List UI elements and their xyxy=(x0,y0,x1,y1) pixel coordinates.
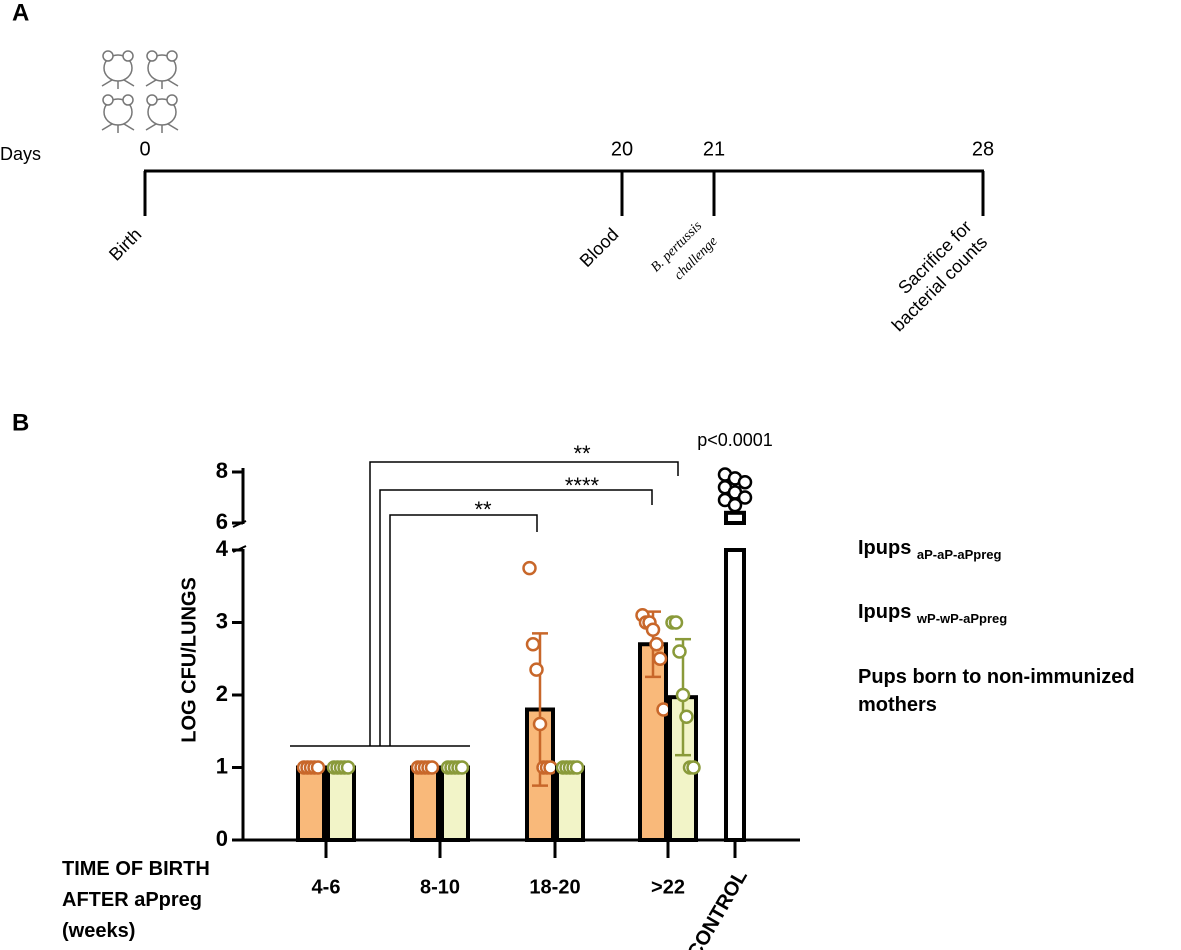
data-point xyxy=(522,560,537,576)
data-point xyxy=(737,490,753,505)
legend-name: Ipups xyxy=(858,601,912,623)
data-point xyxy=(686,760,701,775)
x-axis-label: TIME OF BIRTH AFTER aPpreg (weeks) xyxy=(62,858,210,942)
panel-label: B xyxy=(12,409,29,436)
x-axis-label-line: AFTER aPpreg xyxy=(62,889,202,911)
event-label-line: Blood xyxy=(575,224,622,271)
bar-part xyxy=(724,548,746,842)
data-point xyxy=(569,760,585,775)
x-tick-label: >22 xyxy=(651,876,685,898)
panel-label: A xyxy=(12,0,29,26)
significance: **** xyxy=(565,473,600,498)
bar xyxy=(296,765,326,842)
x-axis-label-line: TIME OF BIRTH xyxy=(62,858,210,880)
data-point xyxy=(672,644,687,659)
days-label: Days xyxy=(0,144,41,164)
y-axis-label: LOG CFU/LUNGS xyxy=(178,577,200,743)
data-point xyxy=(737,474,753,490)
data-point xyxy=(543,760,558,775)
day-label: 0 xyxy=(139,138,150,160)
y-tick-label: 8 xyxy=(216,458,228,483)
event-label: B. pertussischallenge xyxy=(649,218,722,291)
data-point xyxy=(424,760,440,775)
y-tick-label: 3 xyxy=(216,608,228,633)
y-tick-label: 1 xyxy=(216,753,228,778)
data-point xyxy=(668,615,684,630)
y-tick-label: 4 xyxy=(216,536,229,561)
data-point xyxy=(525,637,541,652)
data-point xyxy=(454,760,470,775)
data-point xyxy=(652,651,668,666)
bar xyxy=(638,642,668,842)
event-label: Birth xyxy=(105,224,145,264)
event-label: Sacrifice forbacterial counts xyxy=(872,216,991,335)
y-tick-label: 6 xyxy=(216,509,228,534)
bar xyxy=(326,765,356,842)
annotation: p<0.0001 xyxy=(697,430,773,450)
y-tick-label: 0 xyxy=(216,826,228,851)
error-bar xyxy=(532,632,548,787)
x-tick-label: 8-10 xyxy=(420,876,460,898)
legend-label: Ipups aP-aP-aPpreg xyxy=(858,534,1181,569)
day-label: 20 xyxy=(611,138,633,160)
day-label: 28 xyxy=(972,138,994,160)
day-label: 21 xyxy=(703,138,725,160)
data-point xyxy=(727,497,743,513)
bar xyxy=(724,510,746,842)
data-point xyxy=(529,662,544,677)
event-label-line: Birth xyxy=(105,224,145,264)
event-label: Blood xyxy=(575,224,622,271)
mice xyxy=(101,50,179,133)
legend-sub: aP-aP-aPpreg xyxy=(916,547,1002,562)
legend-label: Ipups wP-wP-aPpreg xyxy=(858,598,1181,633)
x-tick-label: 4-6 xyxy=(312,876,341,898)
bar xyxy=(555,765,585,842)
brackets xyxy=(290,461,679,747)
bar xyxy=(410,765,440,842)
data-point xyxy=(532,716,548,732)
x-tick-label: CONTROL xyxy=(683,866,751,950)
y-tick-label: 2 xyxy=(216,681,228,706)
bar-part xyxy=(724,510,746,525)
data-point xyxy=(656,702,671,717)
legend-label: Pups born to non-immunized mothers xyxy=(858,663,1181,719)
x-axis-label-line: (weeks) xyxy=(62,920,135,942)
data-point xyxy=(675,687,691,703)
data-point xyxy=(645,622,661,637)
legend-sub: wP-wP-aPpreg xyxy=(916,611,1008,626)
data-point xyxy=(679,709,694,724)
legend-name: Ipups xyxy=(858,537,912,559)
significance: ** xyxy=(474,497,492,522)
bar xyxy=(440,765,470,842)
data-point xyxy=(649,637,664,652)
legend-name: Pups born to non-immunized mothers xyxy=(858,666,1135,716)
data-point xyxy=(310,760,326,775)
x-tick-label: 18-20 xyxy=(529,876,580,898)
data-point xyxy=(340,760,356,775)
significance: ** xyxy=(573,441,591,466)
